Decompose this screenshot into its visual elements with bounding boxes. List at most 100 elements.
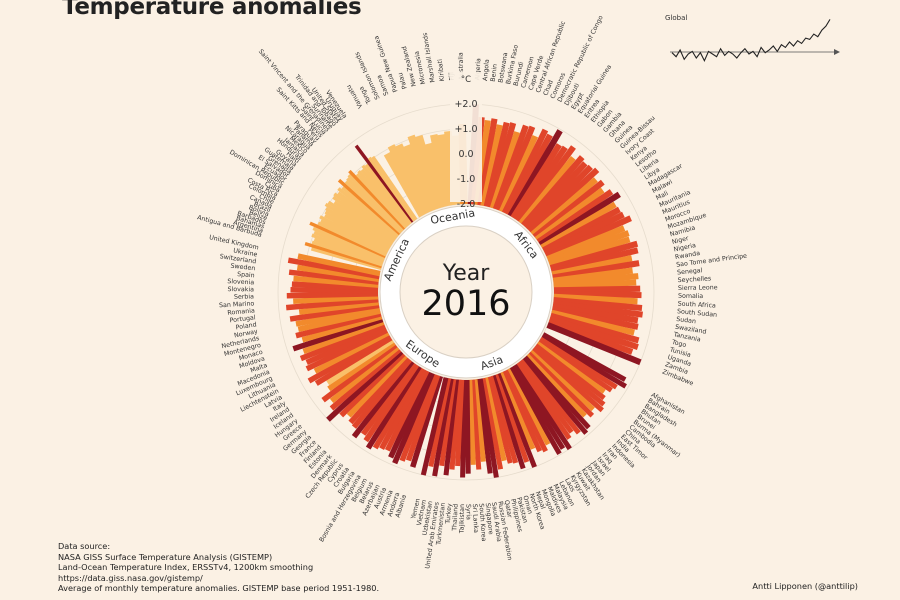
country-label: Qatar (503, 500, 513, 519)
bar-argentina (304, 241, 383, 269)
bar-yemen (420, 377, 449, 476)
bar-barbados (313, 237, 384, 265)
country-label: Sri Lanka (471, 504, 479, 533)
bar-switzerland (296, 264, 380, 283)
bar-belgium (379, 368, 427, 451)
bar-new-zealand (424, 142, 449, 208)
bar-sao-tome-and-principe (552, 267, 633, 284)
bar-suriname (361, 164, 412, 225)
country-label: Slovenia (227, 278, 254, 286)
bar-djibouti (504, 133, 553, 216)
bar-cameroon (486, 122, 517, 209)
bar-china (530, 347, 604, 413)
bar-guinea (526, 164, 593, 232)
country-label: Senegal (677, 267, 703, 276)
bar-hungary (321, 342, 398, 403)
bar-gabon (518, 156, 576, 226)
country-label: South Sudan (677, 308, 718, 319)
bar-serbia (286, 291, 379, 299)
bar-united-arab-emirates (439, 378, 457, 467)
bar-portugal (298, 299, 379, 315)
bar-uruguay (367, 156, 416, 222)
bar-papua-new-guinea (407, 134, 441, 211)
bar-laos (505, 368, 551, 446)
bar-chile (317, 221, 387, 257)
chart-title: Temperature anomalies (62, 0, 362, 20)
bars-layer (285, 104, 643, 478)
country-label: Rwanda (675, 250, 701, 261)
bar-cyprus (360, 361, 417, 436)
bar-slovakia (290, 287, 379, 294)
center-disc (399, 225, 533, 359)
bar-monaco (301, 314, 383, 343)
bar-liberia (536, 189, 614, 245)
bar-paraguay (347, 173, 405, 232)
bar-united-kingdom (297, 253, 381, 277)
bar-bhutan (537, 339, 613, 393)
bar-georgia (326, 349, 404, 422)
bar-lithuania (305, 327, 388, 372)
bar-belarus (384, 369, 430, 452)
bar-gambia (521, 155, 585, 228)
bar-nicaragua (344, 180, 403, 234)
country-label: Niger (671, 235, 689, 246)
data-source: Data source: NASA GISS Surface Temperatu… (58, 541, 379, 594)
bar-greece (329, 345, 400, 404)
bar-togo (550, 309, 635, 336)
bar-seychelles (553, 279, 637, 291)
source-heading: Data source: (58, 541, 111, 551)
country-label: South Korea (477, 503, 487, 542)
bar-uganda (548, 315, 639, 350)
bar-ecuador (324, 202, 393, 247)
bar-bulgaria (365, 365, 422, 450)
bar-swaziland (552, 303, 639, 324)
bar-cuba (324, 214, 390, 252)
bar-rwanda (552, 260, 640, 281)
bar-syria (464, 379, 471, 474)
bar-netherlands (297, 308, 381, 332)
source-line-2: Land-Ocean Temperature Index, ERSSTv4, 1… (58, 562, 314, 573)
country-label: Benin (490, 64, 499, 83)
bar-mauritius (546, 225, 626, 262)
bar-armenia (399, 373, 438, 462)
country-label: Serbia (234, 293, 254, 300)
bar-nepal (493, 374, 530, 463)
bar-comoros (499, 134, 539, 213)
bar-samoa (403, 144, 437, 212)
bar-costa-rica (319, 215, 389, 254)
bar-cape-verde (489, 131, 520, 210)
bar-madagascar (540, 201, 617, 251)
bar-singapore (472, 379, 486, 462)
bar-sweden (288, 269, 379, 285)
bar-afghanistan (541, 332, 627, 382)
bar-micronesia (430, 134, 452, 207)
bar-central-african-republic (492, 124, 529, 211)
bar-kenya (532, 179, 605, 240)
inset-axis-arrow (834, 49, 840, 55)
axis-tick-label: +1.0 (454, 124, 477, 135)
country-label: Romania (227, 307, 255, 316)
bar-libya (538, 191, 621, 248)
bar-philippines (483, 377, 507, 462)
global-inset-chart: Global (665, 14, 840, 62)
inset-line (671, 19, 831, 62)
axis-tick-label: -2.0 (457, 199, 476, 210)
country-label: Algeria (474, 58, 482, 81)
bar-czech-republic (351, 359, 415, 439)
bar-grenada (333, 200, 395, 244)
country-label: Sweden (230, 263, 256, 273)
bar-palau (415, 134, 445, 209)
bar-kyrgyzstan (507, 366, 562, 455)
bar-lebanon (503, 369, 548, 453)
country-label: Kiribati (437, 58, 447, 81)
bar-vietnam (428, 377, 452, 467)
bar-estonia (348, 356, 410, 425)
country-label: Yemen (410, 498, 422, 521)
bar-vanuatu (383, 151, 426, 218)
bar-panama (346, 177, 404, 233)
bar-bosnia-and-herzegovina (372, 366, 425, 450)
bar-russian-federation (477, 378, 499, 478)
bar-norway (295, 305, 381, 327)
bar-nigeria (551, 255, 633, 278)
bar-spain (293, 275, 379, 288)
